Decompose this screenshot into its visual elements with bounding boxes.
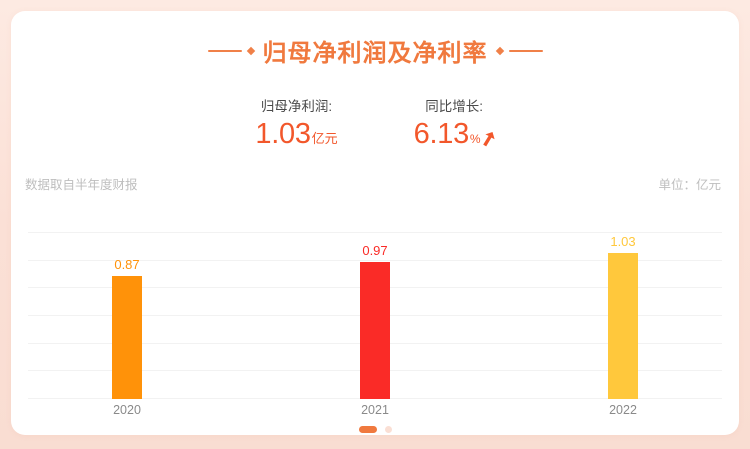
stat-label: 同比增长:	[425, 99, 484, 114]
stat-label: 归母净利润:	[260, 99, 333, 114]
ornament-line-icon	[207, 49, 242, 52]
bar-rect[interactable]	[608, 253, 638, 399]
bar-value-label: 0.97	[362, 243, 388, 258]
data-source-note: 数据取自半年度财报	[25, 178, 138, 192]
arrow-up-icon	[482, 130, 495, 148]
chart-card: 归母净利润及净利率 归母净利润: 1.03 亿元 同比增长: 6.13 %	[11, 11, 739, 435]
x-axis-label: 2020	[113, 403, 141, 417]
ornament-diamond-icon	[495, 46, 504, 55]
x-axis-label: 2022	[609, 403, 637, 417]
stat-net-profit: 归母净利润: 1.03 亿元	[255, 97, 337, 149]
x-axis-label: 2021	[361, 403, 389, 417]
unit-note: 单位：亿元	[658, 178, 721, 192]
pagination-dots[interactable]	[11, 426, 739, 433]
bar-group[interactable]: 1.03	[608, 234, 638, 399]
bar-group[interactable]: 0.87	[112, 257, 142, 399]
bar-chart: 0.87 0.97 1.03 2020 2021 2022	[28, 221, 722, 421]
chart-x-axis: 2020 2021 2022	[28, 403, 722, 421]
chart-bars: 0.87 0.97 1.03	[28, 232, 722, 399]
pagination-dot-2[interactable]	[384, 426, 392, 433]
ornament-diamond-icon	[246, 46, 255, 55]
bar-rect[interactable]	[360, 262, 390, 399]
bar-value-label: 1.03	[610, 234, 636, 249]
stat-yoy-growth: 同比增长: 6.13 %	[414, 97, 495, 149]
page-title: 归母净利润及净利率	[262, 40, 488, 67]
stat-value: 1.03 亿元	[255, 120, 337, 149]
stat-value: 6.13 %	[414, 120, 495, 149]
stat-number: 1.03	[255, 118, 311, 150]
title-ornament-left	[207, 46, 255, 55]
ornament-line-icon	[508, 49, 543, 52]
pagination-dot-1[interactable]	[358, 426, 377, 433]
bar-value-label: 0.87	[114, 257, 140, 272]
summary-stats: 归母净利润: 1.03 亿元 同比增长: 6.13 %	[11, 97, 739, 149]
title-ornament-right	[495, 46, 543, 55]
stat-unit: 亿元	[311, 131, 338, 146]
stat-number: 6.13	[413, 118, 470, 150]
stat-unit: %	[469, 132, 481, 146]
bar-group[interactable]: 0.97	[360, 243, 390, 399]
bar-rect[interactable]	[112, 276, 142, 399]
card-title-row: 归母净利润及净利率	[11, 33, 739, 68]
gridline	[28, 232, 722, 233]
gridline	[28, 260, 722, 261]
